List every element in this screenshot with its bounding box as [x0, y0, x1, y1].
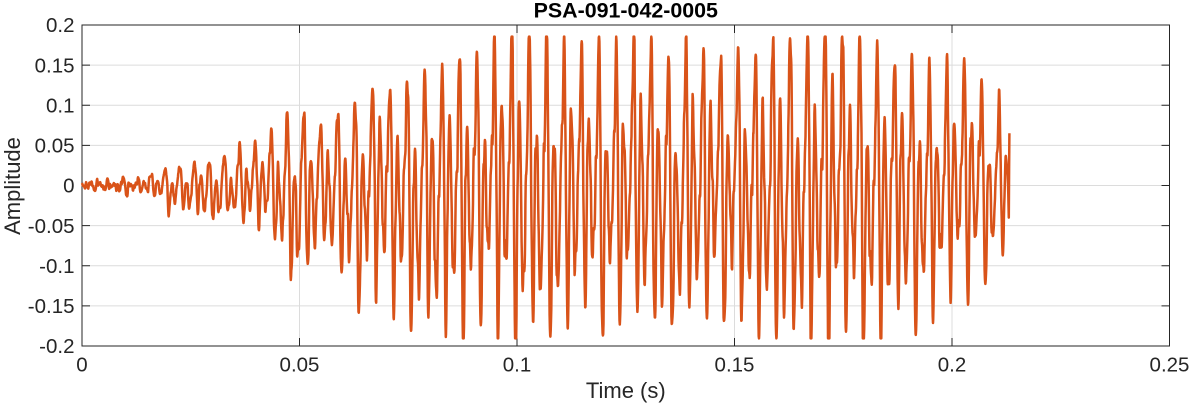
- svg-text:0.05: 0.05: [35, 135, 75, 158]
- svg-text:0: 0: [76, 354, 87, 377]
- svg-text:-0.15: -0.15: [28, 295, 75, 318]
- svg-text:Amplitude: Amplitude: [0, 137, 25, 235]
- svg-text:Time (s): Time (s): [586, 378, 666, 403]
- svg-text:0.25: 0.25: [1150, 354, 1190, 377]
- svg-text:-0.1: -0.1: [39, 255, 74, 278]
- svg-text:0.2: 0.2: [938, 354, 967, 377]
- svg-text:0.1: 0.1: [503, 354, 532, 377]
- svg-text:0.15: 0.15: [35, 54, 75, 77]
- svg-text:0.2: 0.2: [46, 14, 75, 37]
- svg-text:-0.05: -0.05: [28, 215, 75, 238]
- svg-text:0.15: 0.15: [715, 354, 755, 377]
- svg-text:0.05: 0.05: [280, 354, 320, 377]
- svg-text:0: 0: [63, 175, 74, 198]
- svg-text:PSA-091-042-0005: PSA-091-042-0005: [534, 0, 718, 23]
- svg-text:0.1: 0.1: [46, 94, 75, 117]
- svg-text:-0.2: -0.2: [39, 335, 74, 358]
